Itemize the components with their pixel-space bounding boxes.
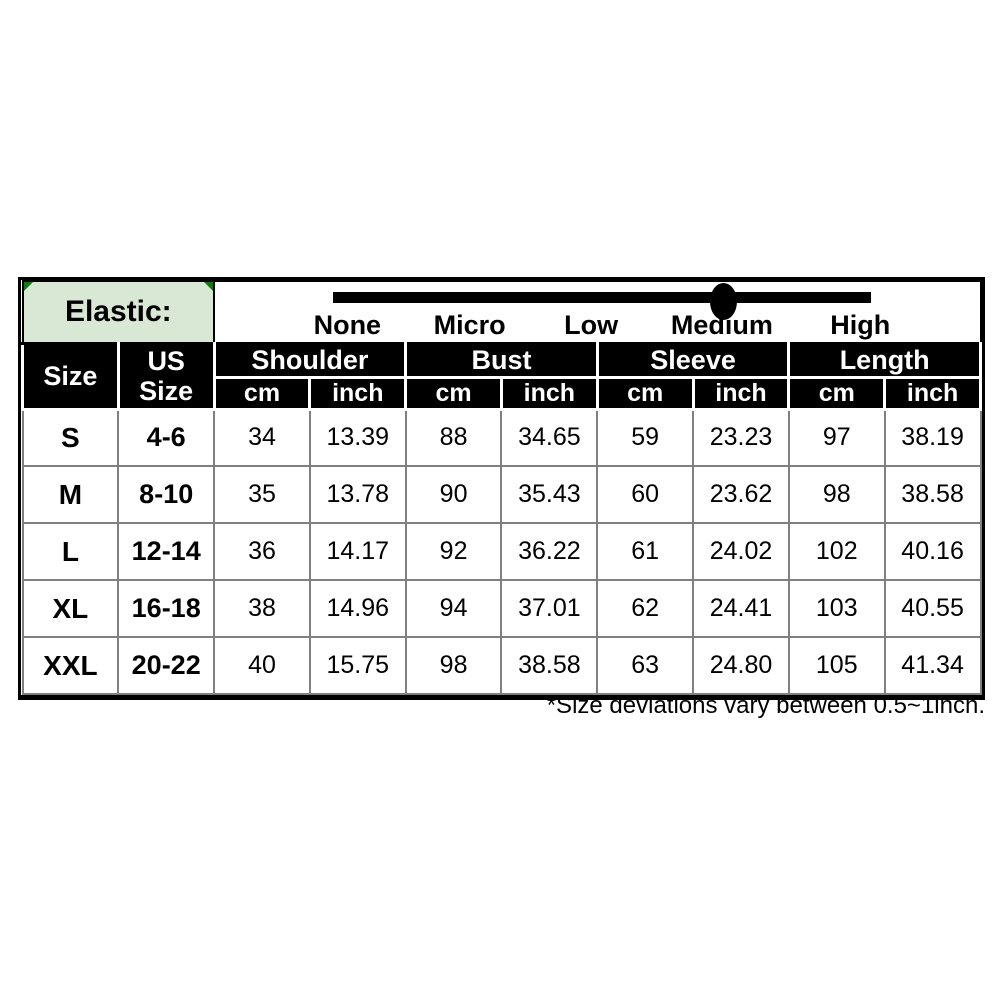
elastic-level-micro: Micro — [433, 310, 506, 340]
cell-sleeve-cm: 63 — [596, 636, 695, 695]
cell-size: L — [21, 522, 120, 581]
cell-shoulder-inch: 13.39 — [308, 408, 407, 467]
cell-sleeve-inch: 23.62 — [692, 465, 790, 524]
table-row: L 12-14 36 14.17 92 36.22 61 24.02 102 40.16 — [21, 522, 982, 581]
elastic-level-none: None — [313, 310, 382, 340]
cell-size: XXL — [21, 636, 120, 695]
cell-sleeve-cm: 59 — [596, 408, 695, 467]
cell-shoulder-inch: 13.78 — [308, 465, 407, 524]
size-deviation-footnote: *Size deviations vary between 0.5~1inch. — [546, 692, 985, 719]
cell-shoulder-cm: 34 — [213, 408, 311, 467]
cell-bust-inch: 38.58 — [500, 636, 599, 695]
cell-length-cm: 105 — [787, 636, 886, 695]
cell-bust-inch: 34.65 — [500, 408, 599, 467]
elastic-level-medium: Medium — [670, 310, 773, 340]
cell-size: M — [21, 465, 120, 524]
elastic-slider-track — [332, 292, 871, 303]
cell-size: XL — [21, 579, 120, 638]
unit-header-sleeve-cm: cm — [595, 375, 695, 411]
col-header-us-size: US Size — [116, 341, 216, 411]
col-header-bust: Bust — [404, 341, 599, 379]
cell-bust-cm: 92 — [404, 522, 503, 581]
cell-length-inch: 38.19 — [883, 408, 982, 467]
unit-header-shoulder-cm: cm — [212, 375, 312, 411]
size-chart-table: Elastic: None Micro Low Medium High — [21, 280, 982, 695]
unit-header-sleeve-inch: inch — [691, 375, 791, 411]
col-header-shoulder: Shoulder — [212, 341, 408, 379]
cell-us-size: 12-14 — [117, 522, 216, 581]
unit-header-length-inch: inch — [883, 375, 982, 411]
cell-size: S — [21, 408, 120, 467]
cell-sleeve-inch: 24.02 — [692, 522, 790, 581]
table-row: XL 16-18 38 14.96 94 37.01 62 24.41 103 40.55 — [21, 579, 982, 638]
unit-header-length-cm: cm — [787, 375, 887, 411]
cell-shoulder-cm: 35 — [213, 465, 311, 524]
cell-shoulder-inch: 14.96 — [308, 579, 407, 638]
cell-shoulder-inch: 15.75 — [308, 636, 407, 695]
cell-length-inch: 38.58 — [883, 465, 982, 524]
col-header-size: Size — [21, 341, 120, 411]
elastic-label: Elastic: — [64, 294, 172, 328]
cell-length-inch: 40.16 — [883, 522, 982, 581]
cell-us-size: 8-10 — [117, 465, 216, 524]
table-row: XXL 20-22 40 15.75 98 38.58 63 24.80 105 41.34 — [21, 636, 982, 695]
elastic-slider-handle-icon[interactable] — [710, 283, 738, 320]
cell-sleeve-inch: 24.80 — [692, 636, 790, 695]
group-header-row: Size US Size Shoulder Bust Sleeve Length — [21, 341, 982, 411]
unit-header-shoulder-inch: inch — [308, 375, 408, 411]
cell-shoulder-inch: 14.17 — [308, 522, 407, 581]
unit-header-bust-inch: inch — [499, 375, 599, 411]
elastic-scale-labels: None Micro Low Medium High — [215, 310, 979, 342]
cell-shoulder-cm: 40 — [213, 636, 311, 695]
cell-sleeve-cm: 61 — [596, 522, 695, 581]
col-header-length: Length — [787, 341, 982, 379]
col-header-sleeve: Sleeve — [595, 341, 791, 379]
cell-bust-inch: 35.43 — [500, 465, 599, 524]
cell-shoulder-cm: 38 — [213, 579, 311, 638]
cell-bust-cm: 88 — [404, 408, 503, 467]
elastic-level-high: High — [830, 310, 891, 340]
cell-length-cm: 102 — [787, 522, 886, 581]
cell-sleeve-inch: 24.41 — [692, 579, 790, 638]
cell-bust-inch: 37.01 — [500, 579, 599, 638]
cell-shoulder-cm: 36 — [213, 522, 311, 581]
cell-bust-cm: 90 — [404, 465, 503, 524]
cell-length-cm: 98 — [787, 465, 886, 524]
table-row: S 4-6 34 13.39 88 34.65 59 23.23 97 38.19 — [21, 408, 982, 467]
elastic-level-low: Low — [564, 310, 619, 340]
elastic-label-cell: Elastic: — [21, 280, 216, 344]
cell-us-size: 20-22 — [117, 636, 216, 695]
elastic-row: Elastic: None Micro Low Medium High — [21, 280, 982, 344]
unit-header-row: cm inch cm inch cm inch cm inch — [23, 375, 982, 411]
cell-length-cm: 103 — [787, 579, 886, 638]
cell-sleeve-inch: 23.23 — [692, 408, 790, 467]
unit-header-bust-cm: cm — [404, 375, 503, 411]
cell-bust-cm: 94 — [404, 579, 503, 638]
cell-us-size: 16-18 — [117, 579, 216, 638]
cell-length-inch: 40.55 — [883, 579, 982, 638]
cell-length-cm: 97 — [787, 408, 886, 467]
cell-sleeve-cm: 60 — [596, 465, 695, 524]
cell-corner-marker-icon — [23, 282, 33, 291]
cell-bust-cm: 98 — [404, 636, 503, 695]
cell-length-inch: 41.34 — [883, 636, 982, 695]
table-row: M 8-10 35 13.78 90 35.43 60 23.62 98 38.58 — [21, 465, 982, 524]
cell-us-size: 4-6 — [117, 408, 216, 467]
elastic-slider-cell: None Micro Low Medium High — [213, 280, 982, 344]
cell-corner-marker-icon — [204, 282, 214, 291]
cell-sleeve-cm: 62 — [596, 579, 695, 638]
cell-bust-inch: 36.22 — [500, 522, 599, 581]
size-chart: Elastic: None Micro Low Medium High — [18, 277, 985, 700]
